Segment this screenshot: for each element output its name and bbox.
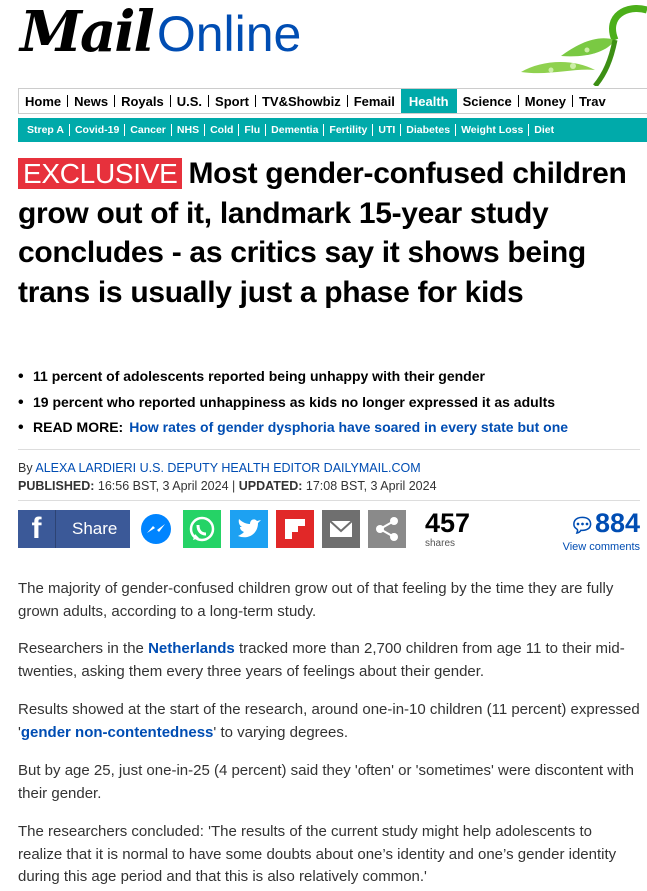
share-count-label: shares [425,538,456,549]
facebook-icon: f [18,510,56,548]
updated-time: 17:08 BST, 3 April 2024 [305,479,437,493]
masthead: Mail Online [0,0,647,86]
netherlands-link[interactable]: Netherlands [148,640,235,657]
divider [18,449,640,450]
share-icon[interactable] [368,510,406,548]
subnav-cold[interactable]: Cold [205,124,240,136]
updated-label: UPDATED: [238,479,303,493]
article-paragraph: The researchers concluded: 'The results … [18,823,617,885]
nav-femail[interactable]: Femail [353,93,395,109]
share-count-number: 457 [425,508,471,538]
article-paragraph: Researchers in the Netherlands tracked m… [18,638,640,683]
primary-nav: Home News Royals U.S. Sport TV&Showbiz F… [18,88,647,114]
email-icon[interactable] [322,510,360,548]
comments-count-number: 884 [594,508,640,538]
subnav-diabetes[interactable]: Diabetes [401,124,457,136]
nav-health[interactable]: Health [400,89,457,113]
published-time: 16:56 BST, 3 April 2024 [97,479,229,493]
headline-text: Most gender-confused children grow out o… [18,157,627,309]
paragraph-text: Results showed at the start of the resea… [18,701,640,741]
comments-count: 💬︎884 [563,508,640,541]
plant-illustration [521,5,647,86]
subnav-weight-loss[interactable]: Weight Loss [456,124,530,136]
nav-us[interactable]: U.S. [171,94,210,109]
read-more-label: READ MORE: [33,419,124,435]
summary-bullet: 11 percent of adolescents reported being… [18,364,638,390]
paragraph-text: Researchers in the [18,640,149,657]
article-headline: EXCLUSIVE Most gender-confused children g… [18,154,638,312]
byline-prefix: By [18,461,33,475]
facebook-share-button[interactable]: f Share [18,510,130,548]
twitter-icon[interactable] [230,510,268,548]
gender-non-contentedness-link[interactable]: gender non-contentedness [20,723,214,741]
subnav-dementia[interactable]: Dementia [266,124,325,136]
byline: By ALEXA LARDIERI U.S. DEPUTY HEALTH EDI… [18,459,437,495]
read-more-bullet: READ MORE: How rates of gender dysphoria … [18,415,638,441]
timestamps: PUBLISHED: 16:56 BST, 3 April 2024 | UPD… [18,479,437,493]
share-bar: f Share 457 shares 💬︎884 View comments [18,508,640,553]
paragraph-text: tracked more than 2,700 children from ag… [18,640,625,680]
paragraph-text: ' to varying degrees. [213,723,349,741]
article-paragraph: But by age 25, just one-in-25 (4 percent… [18,762,634,802]
nav-travel[interactable]: Trav [578,93,606,109]
nav-news[interactable]: News [68,94,116,109]
subnav-nhs[interactable]: NHS [172,124,206,136]
nav-sport[interactable]: Sport [209,94,256,109]
nav-royals[interactable]: Royals [115,94,171,109]
nav-home[interactable]: Home [19,94,69,109]
summary-bullet: 19 percent who reported unhappiness as k… [18,390,638,416]
comments-link[interactable]: 💬︎884 View comments [563,508,640,553]
nav-money[interactable]: Money [519,94,573,109]
subnav-strep-a[interactable]: Strep A [22,124,70,136]
read-more-link[interactable]: How rates of gender dysphoria have soare… [129,419,569,435]
site-logo[interactable]: Mail Online [20,4,301,60]
subnav-diet[interactable]: Diet [534,124,555,136]
divider [18,500,640,501]
subnav-covid-19[interactable]: Covid-19 [70,124,126,136]
flipboard-icon[interactable] [276,510,314,548]
logo-mail: Mail [20,0,155,65]
author-line: By ALEXA LARDIERI U.S. DEPUTY HEALTH EDI… [18,459,437,477]
article-summary: 11 percent of adolescents reported being… [18,364,638,441]
logo-online: Online [156,6,302,62]
view-comments-label: View comments [562,541,640,553]
share-count: 457 shares [425,508,470,549]
article-paragraph: The majority of gender-confused children… [18,580,614,620]
subnav-flu[interactable]: Flu [239,124,267,136]
exclusive-badge: EXCLUSIVE [18,158,183,189]
author-link[interactable]: ALEXA LARDIERI U.S. DEPUTY HEALTH EDITOR… [35,461,421,475]
published-label: PUBLISHED: [18,479,95,493]
subnav-cancer[interactable]: Cancer [125,124,172,136]
facebook-share-label: Share [72,519,118,538]
comment-bubble-icon: 💬︎ [569,515,595,537]
subnav-uti[interactable]: UTI [373,124,402,136]
health-subnav: Strep A Covid-19 Cancer NHS Cold Flu Dem… [18,118,647,142]
subnav-fertility[interactable]: Fertility [324,124,374,136]
nav-science[interactable]: Science [457,94,519,109]
messenger-icon[interactable] [137,510,175,548]
nav-tv-showbiz[interactable]: TV&Showbiz [256,94,348,109]
whatsapp-icon[interactable] [183,510,221,548]
article-paragraph: Results showed at the start of the resea… [18,699,640,744]
